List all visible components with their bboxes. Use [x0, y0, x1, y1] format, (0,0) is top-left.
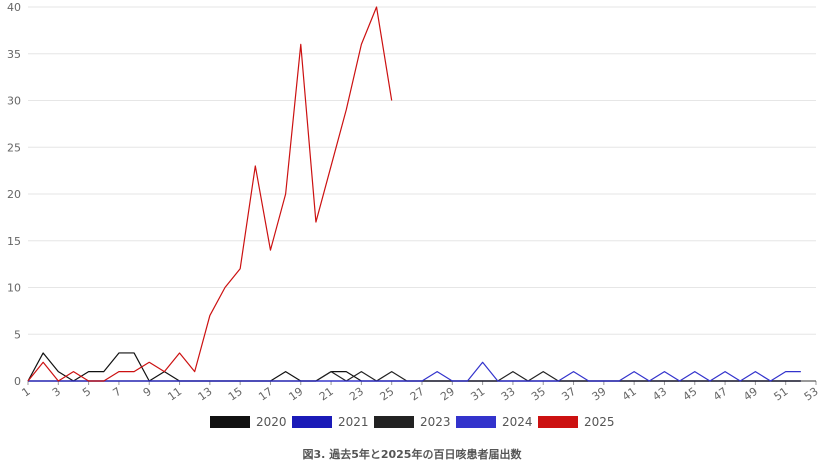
chart-caption: 図3. 過去5年と2025年の百日咳患者届出数	[303, 447, 523, 461]
legend-swatch	[374, 416, 414, 428]
x-tick-label: 31	[468, 385, 487, 404]
y-tick-label: 35	[7, 48, 21, 61]
legend-item-2020[interactable]: 2020	[210, 415, 287, 429]
grid-lines	[28, 6, 816, 335]
x-tick-label: 17	[256, 385, 275, 404]
series-line-2023	[28, 371, 801, 382]
y-tick-label: 0	[14, 375, 21, 388]
series-line-2020	[27, 352, 801, 382]
y-tick-label: 40	[7, 1, 21, 14]
x-tick-label: 47	[711, 385, 730, 404]
legend-label: 2025	[584, 415, 615, 429]
y-tick-label: 15	[7, 235, 21, 248]
legend-label: 2020	[256, 415, 287, 429]
x-tick-label: 53	[802, 385, 821, 404]
legend-label: 2023	[420, 415, 451, 429]
x-tick-label: 15	[226, 385, 245, 404]
y-tick-label: 5	[14, 328, 21, 341]
legend-swatch	[456, 416, 496, 428]
x-tick-label: 29	[438, 385, 457, 404]
legend-label: 2024	[502, 415, 533, 429]
x-tick-label: 33	[499, 385, 518, 404]
x-tick-label: 7	[110, 385, 123, 400]
series-line-2024	[28, 361, 801, 382]
x-tick-label: 13	[196, 385, 215, 404]
x-tick-label: 49	[741, 385, 760, 404]
x-tick-label: 23	[347, 385, 366, 404]
legend-swatch	[210, 416, 250, 428]
x-tick-label: 41	[620, 385, 639, 404]
legend-item-2024[interactable]: 2024	[456, 415, 533, 429]
x-tick-label: 21	[317, 385, 336, 404]
y-axis-ticks: 0 5 10 15 20 25 30 35 40	[7, 1, 21, 388]
legend[interactable]: 2020 2021 2023 2024 2025	[210, 415, 615, 429]
x-tick-label: 25	[377, 385, 396, 404]
legend-item-2025[interactable]: 2025	[538, 415, 615, 429]
x-tick-label: 37	[559, 385, 578, 404]
series-lines	[27, 6, 801, 382]
legend-label: 2021	[338, 415, 369, 429]
x-tick-label: 43	[650, 385, 669, 404]
x-axis-ticks: 1 3 5 7 9 11 13 15 17 19 21 23 25 27 29 31 33 35 37 39 41 43 4…	[20, 381, 821, 403]
x-tick-label: 45	[681, 385, 700, 404]
y-tick-label: 20	[7, 188, 21, 201]
legend-item-2023[interactable]: 2023	[374, 415, 451, 429]
x-tick-label: 1	[20, 385, 33, 400]
x-tick-label: 35	[529, 385, 548, 404]
legend-item-2021[interactable]: 2021	[292, 415, 369, 429]
y-tick-label: 30	[7, 95, 21, 108]
legend-swatch	[292, 416, 332, 428]
x-tick-label: 11	[165, 385, 184, 404]
x-tick-label: 9	[141, 385, 154, 400]
x-tick-label: 19	[287, 385, 306, 404]
y-tick-label: 10	[7, 282, 21, 295]
x-tick-label: 27	[408, 385, 427, 404]
legend-swatch	[538, 416, 578, 428]
x-tick-label: 51	[771, 385, 790, 404]
x-tick-label: 39	[590, 385, 609, 404]
x-tick-label: 5	[80, 385, 93, 400]
x-tick-label: 3	[50, 385, 63, 400]
series-line-2025	[27, 6, 393, 382]
y-tick-label: 25	[7, 141, 21, 154]
